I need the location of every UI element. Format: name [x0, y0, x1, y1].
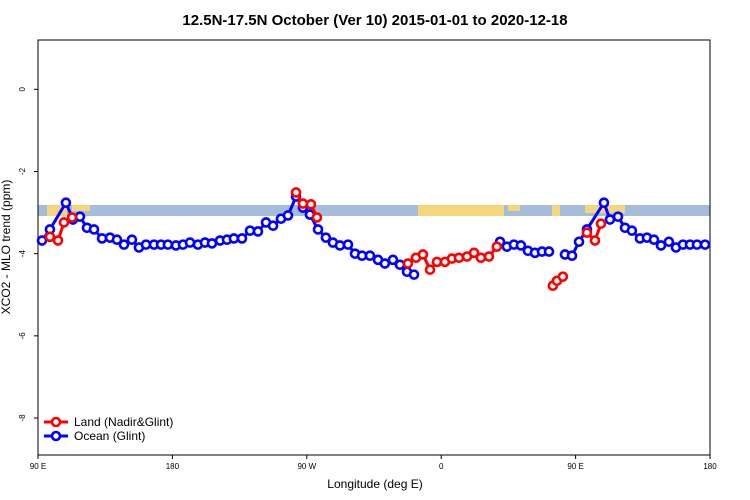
- data-point: [573, 236, 585, 248]
- x-tick-label: 0: [439, 462, 444, 471]
- y-axis-label: XCO2 - MLO trend (ppm): [0, 180, 13, 315]
- land-patch: [552, 205, 560, 216]
- plot-frame: [37, 39, 711, 456]
- land-patch: [508, 205, 520, 211]
- land-patch: [47, 205, 67, 216]
- x-tick-label: 90 W: [297, 462, 316, 471]
- data-point: [557, 271, 569, 282]
- data-point: [595, 218, 607, 229]
- data-point: [111, 234, 123, 245]
- ocean-strip: [38, 205, 710, 216]
- data-point: [311, 212, 323, 223]
- y-tick-label: -4: [18, 250, 27, 258]
- data-point: [598, 197, 610, 209]
- x-tick-label: 180: [703, 462, 717, 471]
- data-point: [60, 197, 72, 209]
- data-point: [589, 235, 601, 246]
- data-point: [424, 264, 436, 275]
- data-point: [305, 199, 317, 210]
- data-point: [126, 234, 138, 245]
- data-point: [297, 198, 309, 209]
- y-tick-label: -6: [18, 332, 27, 340]
- y-tick-label: -2: [18, 167, 27, 175]
- data-point: [290, 187, 302, 198]
- data-point: [483, 251, 495, 262]
- data-point: [417, 249, 429, 260]
- land-patch: [72, 205, 90, 211]
- data-point: [162, 239, 174, 250]
- data-point: [252, 226, 264, 237]
- data-point: [342, 239, 354, 250]
- data-point: [581, 227, 593, 239]
- data-point: [453, 252, 465, 264]
- data-point: [66, 212, 78, 223]
- data-point: [515, 240, 527, 251]
- x-tick-label: 90 E: [567, 462, 583, 471]
- x-axis-label: Longitude (deg E): [327, 477, 422, 491]
- data-point: [267, 220, 279, 232]
- data-point: [364, 250, 376, 262]
- data-point: [408, 269, 420, 280]
- data-point: [236, 233, 248, 244]
- x-tick-label: 90 E: [30, 462, 46, 471]
- data-point: [663, 236, 675, 248]
- data-point: [543, 246, 555, 257]
- legend-label: Ocean (Glint): [74, 429, 145, 443]
- data-point: [58, 217, 70, 228]
- y-tick-label: -8: [18, 414, 27, 422]
- x-tick-label: 180: [166, 462, 180, 471]
- data-point: [282, 210, 294, 221]
- data-point: [118, 239, 130, 250]
- legend-marker: [50, 416, 62, 428]
- data-point: [44, 231, 56, 243]
- data-point: [379, 258, 391, 269]
- y-tick-label: 0: [18, 87, 27, 92]
- data-point: [88, 224, 100, 235]
- data-point: [566, 250, 578, 262]
- data-point: [468, 247, 480, 259]
- land-patch: [418, 205, 504, 216]
- data-point: [402, 258, 414, 269]
- data-point: [626, 225, 638, 236]
- legend-label: Land (Nadir&Glint): [74, 415, 173, 429]
- data-point: [648, 234, 660, 245]
- data-point: [491, 241, 503, 252]
- data-point: [699, 239, 711, 250]
- legend: Land (Nadir&Glint)Ocean (Glint): [44, 415, 173, 443]
- data-point: [387, 254, 399, 266]
- legend-marker: [50, 430, 62, 442]
- data-point: [655, 240, 667, 251]
- data-point: [612, 211, 624, 222]
- chart-title: 12.5N-17.5N October (Ver 10) 2015-01-01 …: [182, 12, 567, 29]
- data-point: [334, 240, 346, 251]
- data-point: [312, 224, 324, 235]
- data-point: [475, 252, 487, 264]
- data-point: [52, 235, 64, 246]
- data-point: [36, 235, 48, 246]
- data-point: [320, 232, 332, 243]
